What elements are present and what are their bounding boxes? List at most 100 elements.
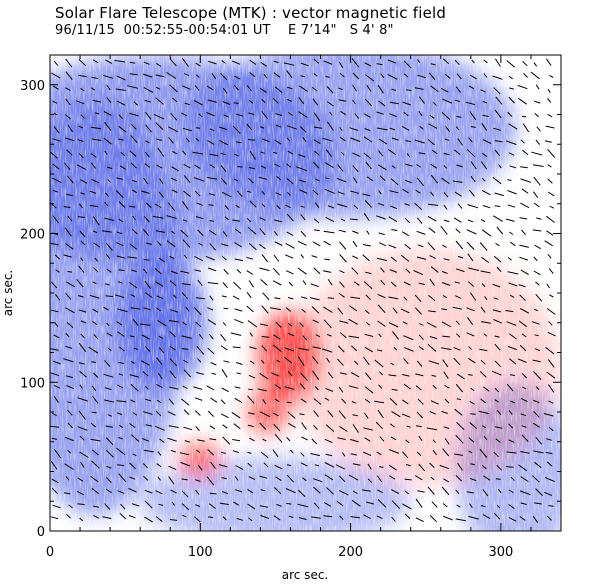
field-vector	[248, 112, 255, 115]
field-vector	[341, 151, 345, 156]
field-vector	[173, 294, 177, 299]
field-vector	[259, 372, 269, 380]
field-vector	[182, 85, 191, 90]
field-vector	[337, 345, 345, 353]
field-vector	[118, 373, 124, 376]
field-vector	[416, 164, 421, 168]
field-vector	[337, 358, 344, 366]
field-vector	[481, 256, 490, 263]
field-vector	[378, 100, 386, 107]
field-vector	[78, 125, 83, 129]
field-vector	[118, 269, 125, 272]
field-vector	[198, 333, 204, 340]
field-vector	[365, 294, 371, 301]
field-vector	[78, 265, 85, 273]
field-vector	[220, 399, 226, 405]
field-vector	[429, 515, 437, 523]
field-vector	[310, 453, 321, 457]
field-vector	[131, 124, 137, 130]
field-vector	[518, 320, 527, 328]
field-vector	[404, 513, 411, 520]
field-vector	[181, 503, 190, 511]
field-vector	[157, 451, 162, 456]
field-vector	[483, 59, 488, 64]
field-vector	[155, 516, 163, 522]
field-vector	[453, 357, 461, 366]
field-vector	[129, 423, 136, 428]
field-vector	[416, 411, 423, 419]
field-vector	[89, 190, 97, 194]
field-vector	[364, 346, 374, 353]
field-vector	[230, 332, 242, 336]
field-vector	[286, 163, 292, 168]
field-vector	[364, 333, 374, 337]
field-vector	[180, 229, 189, 238]
field-vector	[535, 386, 540, 390]
field-vector	[532, 164, 544, 167]
field-vector	[144, 516, 153, 523]
field-vector	[493, 215, 503, 222]
field-vector	[144, 489, 153, 494]
field-vector	[365, 271, 372, 275]
field-vector	[441, 486, 450, 496]
field-vector	[247, 503, 256, 510]
field-vector	[491, 370, 502, 376]
field-vector	[285, 488, 296, 494]
field-vector	[80, 114, 85, 119]
field-vector	[492, 177, 502, 185]
field-vector	[388, 296, 399, 300]
field-vector	[443, 204, 448, 210]
field-vector	[432, 439, 436, 444]
field-vector	[427, 343, 437, 352]
field-vector	[67, 175, 74, 184]
field-vector	[275, 321, 282, 328]
field-vector	[185, 137, 190, 143]
field-vector	[105, 295, 114, 298]
field-vector	[183, 175, 191, 184]
field-vector	[286, 70, 293, 79]
observation-latitude: S 4' 8"	[349, 23, 394, 38]
field-vector	[141, 334, 150, 340]
field-vector	[287, 370, 293, 377]
field-vector	[444, 438, 450, 445]
field-vector	[89, 204, 99, 208]
field-vector	[53, 334, 60, 339]
field-vector	[284, 254, 294, 259]
field-vector	[185, 306, 190, 312]
field-vector	[159, 178, 164, 184]
field-vector	[272, 280, 282, 286]
field-vector	[417, 398, 424, 405]
field-vector	[418, 346, 424, 351]
field-vector	[92, 320, 98, 326]
field-vector	[468, 450, 473, 454]
field-vector	[249, 151, 256, 160]
field-vector	[469, 422, 477, 429]
field-vector	[469, 401, 475, 405]
field-vector	[467, 253, 474, 262]
field-vector	[232, 450, 240, 454]
field-vector	[454, 59, 460, 65]
field-vector	[168, 465, 177, 471]
field-vector	[116, 177, 124, 180]
field-vector	[284, 347, 295, 352]
field-vector	[480, 270, 491, 274]
field-vector	[496, 226, 504, 235]
field-vector	[430, 191, 434, 197]
field-vector	[520, 413, 527, 417]
field-vector	[106, 268, 112, 273]
field-vector	[170, 270, 178, 275]
field-vector	[483, 475, 491, 481]
field-vector	[273, 152, 278, 154]
field-vector	[103, 137, 112, 145]
field-vector	[103, 399, 115, 403]
field-vector	[430, 400, 439, 405]
field-vector	[232, 60, 241, 65]
field-vector	[414, 307, 422, 315]
field-vector	[482, 100, 488, 104]
field-vector	[220, 73, 228, 81]
field-vector	[390, 205, 398, 210]
field-vector	[494, 205, 501, 207]
field-vector	[481, 229, 492, 237]
field-vector	[532, 191, 539, 198]
field-vector	[455, 268, 465, 273]
